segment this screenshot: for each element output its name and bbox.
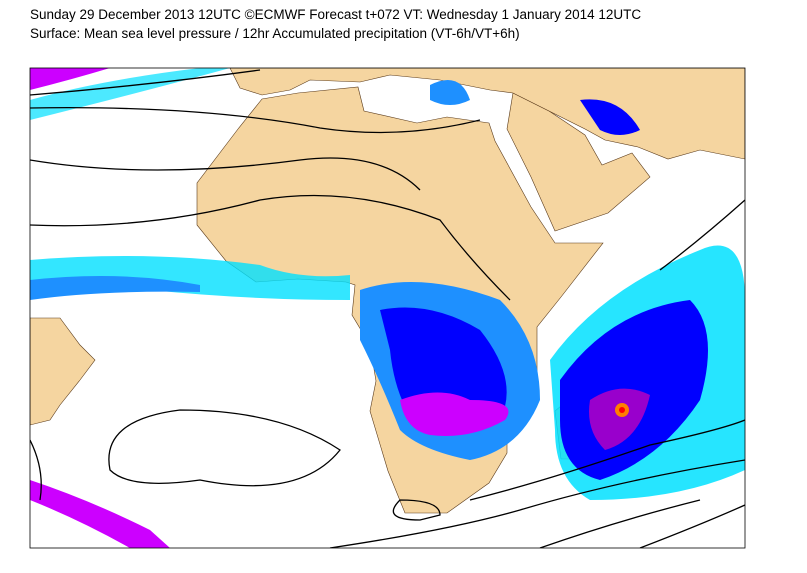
title: Sunday 29 December 2013 12UTC ©ECMWF For… [30,7,641,22]
precipitation [30,68,745,548]
map-frame [29,67,746,549]
subtitle: Surface: Mean sea level pressure / 12hr … [30,26,520,41]
isobars [30,69,745,548]
map [30,68,745,548]
